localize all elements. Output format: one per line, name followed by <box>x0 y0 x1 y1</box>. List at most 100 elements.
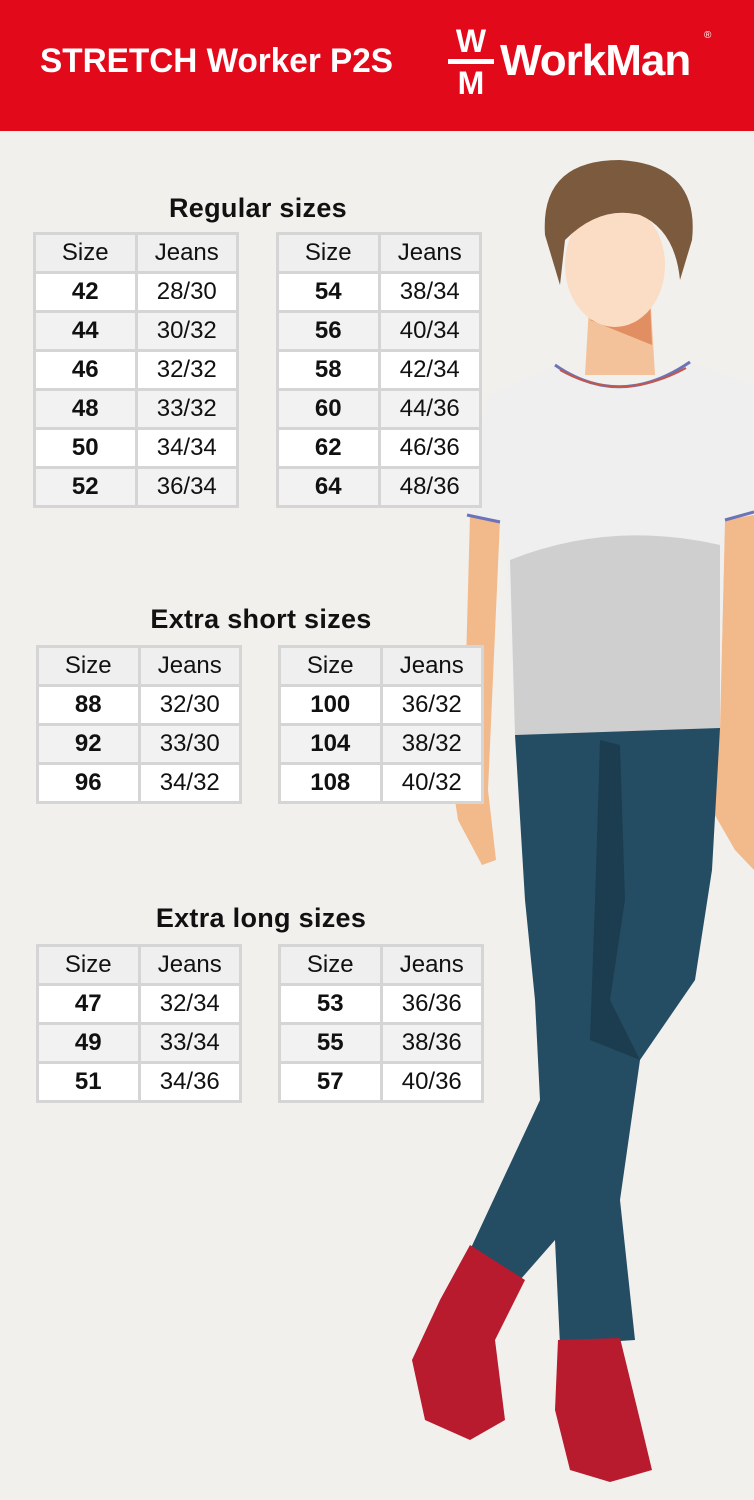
column-header-jeans: Jeans <box>382 947 481 983</box>
size-cell: 49 <box>39 1025 138 1061</box>
column-header-size: Size <box>281 648 380 684</box>
size-cell: 60 <box>279 391 378 427</box>
jeans-cell: 36/34 <box>137 469 236 505</box>
size-cell: 47 <box>39 986 138 1022</box>
left-sleeve-stripe <box>466 513 501 524</box>
column-header-size: Size <box>36 235 135 271</box>
monogram-m: M <box>457 65 485 101</box>
table-header-row: Size Jeans <box>281 947 481 983</box>
jeans-cell: 38/32 <box>382 726 481 762</box>
section-title: Extra short sizes <box>150 604 372 634</box>
size-table: Size Jeans 53 36/36 55 38/36 57 40/36 <box>278 944 484 1103</box>
tshirt-shadow <box>510 535 720 735</box>
jeans-cell: 33/30 <box>140 726 239 762</box>
table-row: 62 46/36 <box>279 430 479 466</box>
left-shoe <box>412 1245 525 1440</box>
jeans-cell: 38/34 <box>380 274 479 310</box>
workman-logo: W M WorkMan ® <box>448 24 748 104</box>
jeans-cell: 38/36 <box>382 1025 481 1061</box>
jeans-cell: 32/30 <box>140 687 239 723</box>
size-cell: 46 <box>36 352 135 388</box>
jeans-cell: 34/36 <box>140 1064 239 1100</box>
size-cell: 55 <box>281 1025 380 1061</box>
table-row: 48 33/32 <box>36 391 236 427</box>
column-header-jeans: Jeans <box>140 648 239 684</box>
table-row: 51 34/36 <box>39 1064 239 1100</box>
size-table: Size Jeans 42 28/30 44 30/32 46 32/32 48 33/32 50 3… <box>33 232 239 508</box>
table-row: 50 34/34 <box>36 430 236 466</box>
size-cell: 51 <box>39 1064 138 1100</box>
face <box>565 203 665 327</box>
size-cell: 108 <box>281 765 380 801</box>
table-row: 92 33/30 <box>39 726 239 762</box>
monogram-w: W <box>455 23 487 59</box>
size-cell: 42 <box>36 274 135 310</box>
monogram-bar <box>448 59 494 64</box>
jeans-cell: 30/32 <box>137 313 236 349</box>
column-header-size: Size <box>39 947 138 983</box>
table-row: 44 30/32 <box>36 313 236 349</box>
jeans-cell: 40/32 <box>382 765 481 801</box>
table-row: 57 40/36 <box>281 1064 481 1100</box>
table-row: 58 42/34 <box>279 352 479 388</box>
table-row: 108 40/32 <box>281 765 481 801</box>
table-row: 54 38/34 <box>279 274 479 310</box>
column-header-jeans: Jeans <box>137 235 236 271</box>
size-cell: 54 <box>279 274 378 310</box>
size-table: Size Jeans 88 32/30 92 33/30 96 34/32 <box>36 645 242 804</box>
size-cell: 100 <box>281 687 380 723</box>
table-row: 47 32/34 <box>39 986 239 1022</box>
jeans-cell: 32/34 <box>140 986 239 1022</box>
size-table: Size Jeans 47 32/34 49 33/34 51 34/36 <box>36 944 242 1103</box>
right-arm <box>712 505 754 870</box>
table-row: 64 48/36 <box>279 469 479 505</box>
jeans-cell: 40/34 <box>380 313 479 349</box>
size-cell: 88 <box>39 687 138 723</box>
table-header-row: Size Jeans <box>39 648 239 684</box>
column-header-jeans: Jeans <box>380 235 479 271</box>
size-cell: 96 <box>39 765 138 801</box>
header-banner: STRETCH Worker P2S W M WorkMan ® <box>0 0 754 131</box>
size-cell: 50 <box>36 430 135 466</box>
size-cell: 48 <box>36 391 135 427</box>
table-row: 96 34/32 <box>39 765 239 801</box>
section-title: Extra long sizes <box>155 903 367 933</box>
size-cell: 52 <box>36 469 135 505</box>
jeans-cell: 28/30 <box>137 274 236 310</box>
size-cell: 56 <box>279 313 378 349</box>
size-table: Size Jeans 54 38/34 56 40/34 58 42/34 60 44/36 62 4… <box>276 232 482 508</box>
size-table: Size Jeans 100 36/32 104 38/32 108 40/32 <box>278 645 484 804</box>
size-cell: 64 <box>279 469 378 505</box>
jeans-cell: 34/32 <box>140 765 239 801</box>
jeans-cell: 34/34 <box>137 430 236 466</box>
table-header-row: Size Jeans <box>279 235 479 271</box>
jeans-cell: 46/36 <box>380 430 479 466</box>
jeans-cell: 33/32 <box>137 391 236 427</box>
jeans-cell: 32/32 <box>137 352 236 388</box>
column-header-size: Size <box>279 235 378 271</box>
right-sleeve-stripe <box>724 510 754 522</box>
table-row: 49 33/34 <box>39 1025 239 1061</box>
table-row: 52 36/34 <box>36 469 236 505</box>
registered-mark: ® <box>704 30 712 41</box>
jeans-cell: 36/36 <box>382 986 481 1022</box>
table-row: 53 36/36 <box>281 986 481 1022</box>
collar-stripe-red <box>559 367 687 388</box>
table-row: 100 36/32 <box>281 687 481 723</box>
size-cell: 58 <box>279 352 378 388</box>
jeans-shadow <box>590 740 640 1060</box>
jeans-cell: 42/34 <box>380 352 479 388</box>
hair <box>544 160 693 285</box>
size-cell: 104 <box>281 726 380 762</box>
product-name: STRETCH Worker P2S <box>40 42 394 80</box>
table-row: 55 38/36 <box>281 1025 481 1061</box>
table-row: 46 32/32 <box>36 352 236 388</box>
table-row: 56 40/34 <box>279 313 479 349</box>
table-header-row: Size Jeans <box>39 947 239 983</box>
jeans-cell: 40/36 <box>382 1064 481 1100</box>
jeans-cell: 33/34 <box>140 1025 239 1061</box>
size-cell: 92 <box>39 726 138 762</box>
column-header-jeans: Jeans <box>140 947 239 983</box>
right-shoe <box>555 1338 652 1482</box>
table-header-row: Size Jeans <box>281 648 481 684</box>
